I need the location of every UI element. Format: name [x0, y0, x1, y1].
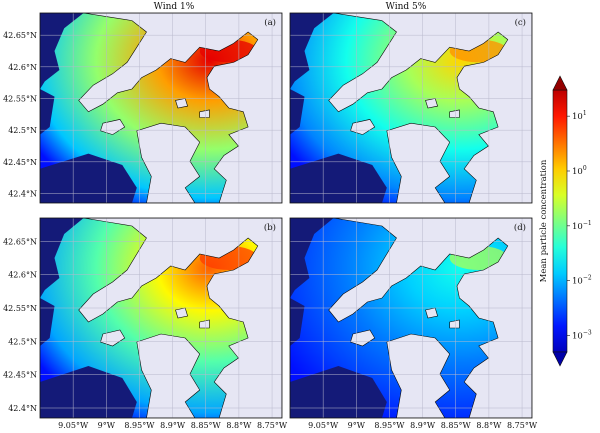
lat-tick-label: 42.6°N: [8, 271, 37, 280]
panel-label-c: (c): [515, 17, 526, 28]
lat-tick-label: 42.55°N: [3, 95, 37, 104]
panel-frame: [289, 217, 533, 419]
panel-label-b: (b): [264, 222, 276, 233]
open-sea-0: [290, 13, 334, 89]
land-4: [449, 109, 460, 118]
lon-tick-label: 8.95°W: [124, 421, 155, 430]
land-0: [328, 13, 532, 203]
lon-tick-label: 8.75°W: [257, 421, 288, 430]
open-sea-0: [290, 218, 334, 298]
colorbar-body: [552, 89, 568, 353]
map-panel-c: (c): [289, 12, 533, 204]
land-3: [175, 98, 188, 109]
colorbar-tick-label: 10−2: [572, 275, 592, 287]
land-3: [425, 98, 438, 109]
lat-tick-label: 42.45°N: [3, 371, 37, 380]
land-0: [78, 13, 282, 203]
land-0: [328, 218, 532, 418]
lon-tick-label: 9.05°W: [58, 421, 89, 430]
land-0: [78, 218, 282, 418]
panel-label-d: (d): [514, 222, 526, 233]
lon-tick-label: 9°W: [98, 421, 116, 430]
lon-tick-label: 8.85°W: [441, 421, 472, 430]
lon-tick-label: 8.95°W: [374, 421, 405, 430]
lat-tick-label: 42.4°N: [8, 190, 37, 199]
lat-tick-label: 42.55°N: [3, 304, 37, 313]
open-sea-1: [40, 153, 137, 203]
colorbar-tick-label: 100: [572, 165, 587, 177]
colorbar-tick-label: 10−1: [572, 220, 592, 232]
land-2: [386, 333, 451, 418]
lat-tick-label: 42.5°N: [8, 126, 37, 135]
map-panel-a: (a): [39, 12, 283, 204]
panel-frame: [289, 12, 533, 204]
axes-layer: 42.65°N 42.6°N 42.55°N 42.5°N 42.45°N 42.4°N 4…: [3, 31, 538, 430]
colorbar: 101 100 10−1 10−2 10−3 Mean particle concentr…: [539, 75, 592, 367]
land-4: [199, 319, 210, 329]
panels-layer: (a) (b) (c) (d): [39, 12, 533, 419]
panel-frame: [39, 12, 283, 204]
lon-tick-label: 8.75°W: [507, 421, 538, 430]
colorbar-extend-max: [552, 75, 568, 91]
lat-tick-label: 42.4°N: [8, 404, 37, 413]
lon-tick-label: 9.05°W: [308, 421, 339, 430]
land-2: [136, 122, 201, 203]
colorbar-tick-label: 10−3: [572, 329, 592, 341]
lat-tick-label: 42.45°N: [3, 158, 37, 167]
open-sea-0: [40, 218, 84, 298]
map-panel-b: (b): [39, 217, 283, 419]
colorbar-tick-label: 101: [572, 110, 587, 122]
open-sea-2: [40, 89, 55, 135]
open-sea-2: [40, 298, 55, 346]
column-title-wind-5: Wind 5%: [385, 2, 427, 12]
lon-tick-label: 8.8°W: [476, 421, 502, 430]
map-panel-d: (d): [289, 217, 533, 419]
land-2: [136, 333, 201, 418]
lon-tick-label: 8.8°W: [226, 421, 252, 430]
colorbar-label: Mean particle concentration: [539, 159, 549, 282]
lat-tick-label: 42.65°N: [3, 31, 37, 40]
open-sea-1: [290, 366, 387, 418]
lat-tick-label: 42.65°N: [3, 237, 37, 246]
open-sea-1: [40, 366, 137, 418]
open-sea-1: [290, 153, 387, 203]
lon-tick-label: 8.85°W: [191, 421, 222, 430]
land-4: [449, 319, 460, 329]
column-title-wind-1: Wind 1%: [153, 2, 195, 12]
colorbar-extend-min: [552, 351, 568, 367]
lon-tick-label: 8.9°W: [410, 421, 436, 430]
lon-tick-label: 8.9°W: [160, 421, 186, 430]
land-3: [175, 307, 188, 319]
open-sea-0: [40, 13, 84, 89]
lon-tick-label: 9°W: [348, 421, 366, 430]
open-sea-2: [290, 89, 305, 135]
lat-tick-label: 42.5°N: [8, 337, 37, 346]
land-3: [425, 307, 438, 319]
land-2: [386, 122, 451, 203]
land-4: [199, 109, 210, 118]
lat-tick-label: 42.6°N: [8, 63, 37, 72]
panel-frame: [39, 217, 283, 419]
open-sea-2: [290, 298, 305, 346]
panel-label-a: (a): [264, 17, 276, 28]
